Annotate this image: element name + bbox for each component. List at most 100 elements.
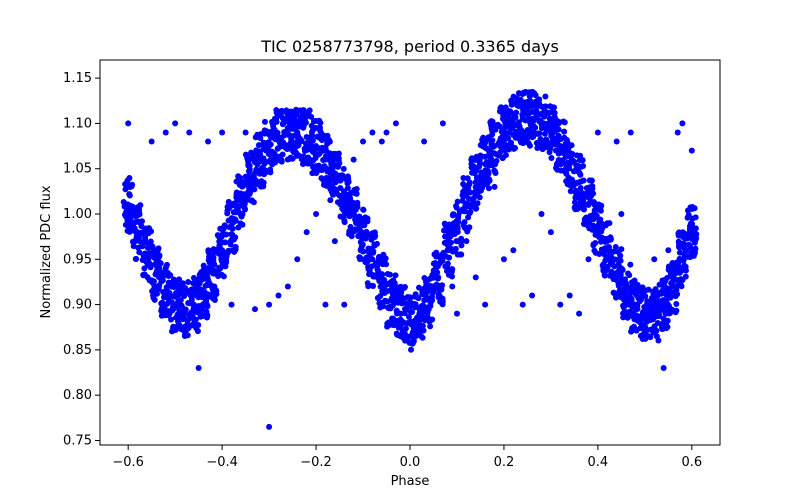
data-point [331,174,338,181]
data-point [525,140,532,147]
y-tick-label: 0.90 [63,298,92,313]
outlier-point [529,292,536,299]
outlier-point [369,129,376,136]
data-point [680,240,687,247]
data-point [491,143,498,150]
y-axis: 0.75 0.80 0.85 0.90 0.95 1.00 1.05 1.10 1.15 [63,71,100,448]
data-point [271,127,278,134]
data-point [618,288,625,295]
data-point [451,229,458,236]
data-point [360,206,367,213]
outlier-point [284,283,291,290]
data-point [158,300,165,307]
data-point [205,293,212,300]
outlier-point [500,256,507,263]
data-point [315,125,322,132]
data-point [387,271,394,278]
data-point [348,233,355,240]
data-point [534,130,541,137]
data-point [632,301,639,308]
x-tick-label: −0.6 [112,455,144,470]
outlier-point [651,256,658,263]
outlier-point [472,274,479,281]
data-point [143,258,150,265]
data-point [265,151,272,158]
data-point [398,333,405,340]
data-point [529,91,536,98]
data-point [453,224,460,231]
data-point [656,281,663,288]
data-point [486,176,493,183]
data-point [430,287,437,294]
data-point [423,278,430,285]
data-point [561,128,568,135]
data-point [658,290,665,297]
data-point [358,219,365,226]
data-point [322,165,329,172]
outlier-point [594,129,601,136]
data-point [143,251,150,258]
data-point [632,281,639,288]
data-point [262,158,269,165]
data-point [220,224,227,231]
outlier-point [547,229,554,236]
outlier-point [266,423,273,430]
data-point [669,278,676,285]
data-point [443,268,450,275]
data-point [482,181,489,188]
data-point [609,259,616,266]
data-point [692,214,699,221]
y-tick-label: 1.15 [63,71,92,86]
outlier-point [519,301,526,308]
data-point [519,115,526,122]
outlier-point [341,301,348,308]
data-point [599,262,606,269]
data-point [555,156,562,163]
data-point [305,154,312,161]
data-point [668,290,675,297]
data-point [439,282,446,289]
data-point [444,247,451,254]
data-point [284,129,291,136]
data-point [172,301,179,308]
data-point [461,187,468,194]
data-point [171,327,178,334]
outlier-point [205,138,212,145]
data-point [506,145,513,152]
data-point [333,155,340,162]
data-point [289,155,296,162]
data-point [641,310,648,317]
data-point [597,216,604,223]
data-point [561,119,568,126]
data-point [344,184,351,191]
data-point [529,102,536,109]
data-point [613,269,620,276]
data-point [538,120,545,127]
data-point [675,230,682,237]
data-point [619,276,626,283]
data-point [604,263,611,270]
data-point [488,160,495,167]
data-point [252,134,259,141]
data-point [585,201,592,208]
data-point [687,220,694,227]
outlier-point [491,183,498,190]
data-point [149,288,156,295]
data-point [519,137,526,144]
data-point [662,319,669,326]
data-point [205,265,212,272]
data-point [153,269,160,276]
data-point [684,253,691,260]
outlier-point [660,365,667,371]
data-point [319,137,326,144]
data-point [566,165,573,172]
outlier-point [674,129,681,136]
data-point [322,156,329,163]
y-tick-label: 0.85 [63,343,92,358]
data-point [567,188,574,195]
data-point [525,133,532,140]
data-point [623,282,630,289]
data-point [156,253,163,260]
outlier-point [392,120,399,127]
data-point [690,252,697,259]
